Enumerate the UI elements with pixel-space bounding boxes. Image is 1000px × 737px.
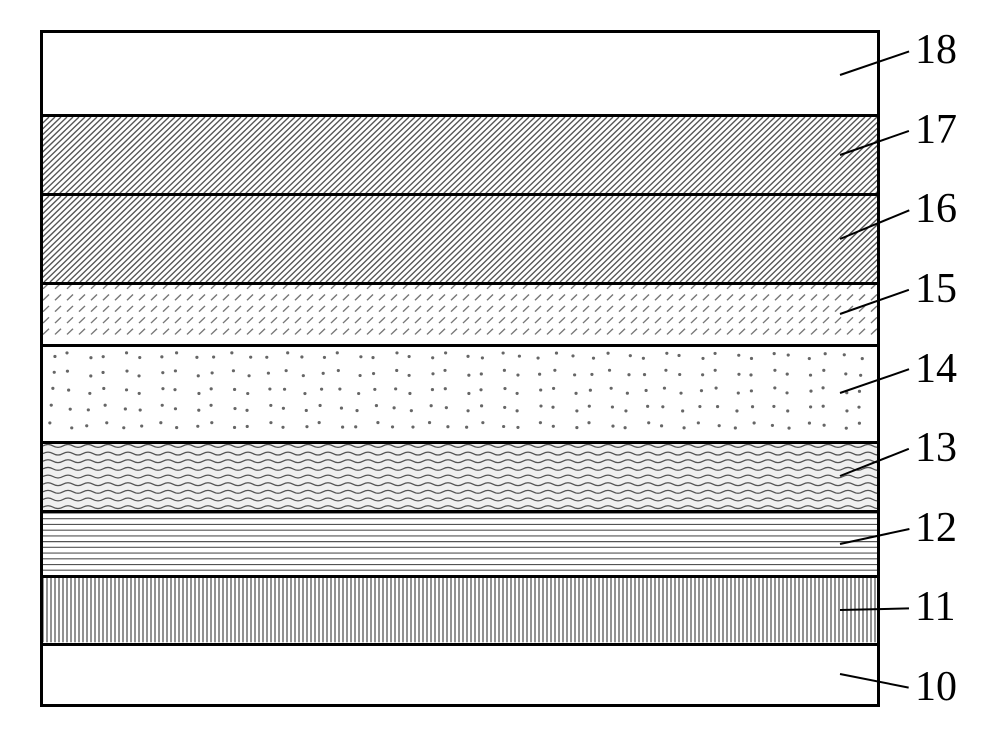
layer-18: [43, 33, 877, 114]
layer-label-12: 12: [915, 504, 957, 552]
layer-label-15: 15: [915, 265, 957, 313]
layer-10: [43, 643, 877, 704]
layer-13: [43, 441, 877, 510]
layer-12: [43, 510, 877, 575]
layer-11: [43, 575, 877, 642]
layer-diagram: 10 11 12 13 14 15 16 17 18: [20, 20, 980, 717]
layer-14: [43, 344, 877, 441]
layer-label-16: 16: [915, 185, 957, 233]
layer-label-14: 14: [915, 345, 957, 393]
layer-label-18: 18: [915, 26, 957, 74]
layer-label-17: 17: [915, 106, 957, 154]
layer-16: [43, 193, 877, 282]
layer-label-11: 11: [915, 583, 955, 631]
layer-17: [43, 114, 877, 193]
layer-15: [43, 282, 877, 343]
layer-label-13: 13: [915, 424, 957, 472]
layer-stack: [40, 30, 880, 707]
layer-label-10: 10: [915, 663, 957, 711]
